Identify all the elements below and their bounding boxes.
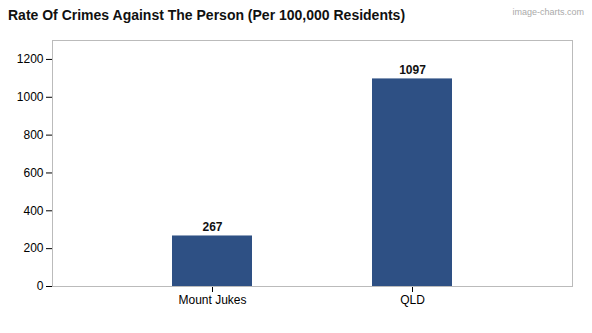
- html-text:Rate Of Crimes Against The Per: Rate Of Crimes Against The Person (Per 1…: [8, 7, 406, 23]
- svg-text:600: 600: [23, 166, 43, 180]
- svg-text:1200: 1200: [17, 52, 44, 66]
- svg-text:0: 0: [37, 279, 44, 293]
- svg-text:1097: 1097: [399, 63, 426, 77]
- svg-text:QLD: QLD: [400, 293, 425, 307]
- svg-text:400: 400: [23, 204, 43, 218]
- svg-text:1000: 1000: [17, 90, 44, 104]
- svg-text:800: 800: [23, 128, 43, 142]
- svg-text:200: 200: [23, 241, 43, 255]
- svg-text:267: 267: [202, 220, 222, 234]
- svg-text:Mount Jukes: Mount Jukes: [178, 293, 246, 307]
- html-text:image-charts.com: image-charts.com: [512, 7, 584, 17]
